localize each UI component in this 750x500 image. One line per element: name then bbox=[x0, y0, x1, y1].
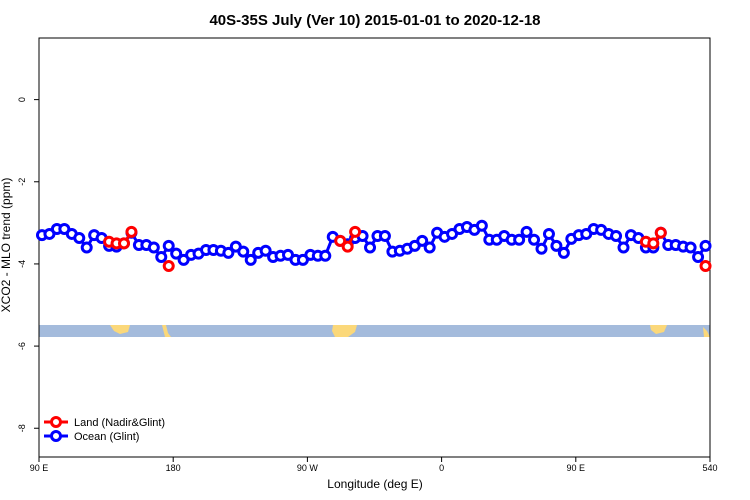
y-tick-label: -4 bbox=[17, 260, 27, 268]
y-tick-label: -2 bbox=[17, 178, 27, 186]
data-point bbox=[319, 249, 332, 262]
data-point bbox=[535, 242, 548, 255]
data-point bbox=[364, 241, 377, 254]
data-point bbox=[334, 234, 347, 247]
data-point bbox=[699, 239, 712, 252]
y-axis-label: XCO2 - MLO trend (ppm) bbox=[0, 178, 13, 313]
data-point bbox=[550, 239, 563, 252]
map-strip bbox=[39, 325, 710, 337]
data-point bbox=[170, 247, 183, 260]
legend-label: Land (Nadir&Glint) bbox=[74, 417, 165, 429]
data-point bbox=[117, 237, 130, 250]
data-point bbox=[222, 246, 235, 259]
data-point bbox=[341, 240, 354, 253]
data-point bbox=[73, 232, 86, 245]
y-tick-label: -6 bbox=[17, 342, 27, 350]
data-point bbox=[237, 245, 250, 258]
data-point bbox=[684, 241, 697, 254]
data-point bbox=[475, 219, 488, 232]
data-point bbox=[244, 253, 257, 266]
data-point bbox=[162, 259, 175, 272]
data-point bbox=[162, 239, 175, 252]
data-point bbox=[528, 233, 541, 246]
data-point bbox=[378, 229, 391, 242]
data-point bbox=[617, 241, 630, 254]
data-point bbox=[349, 225, 362, 238]
x-tick-label: 180 bbox=[166, 463, 181, 473]
data-point bbox=[125, 225, 138, 238]
data-point bbox=[520, 225, 533, 238]
data-point bbox=[699, 259, 712, 272]
data-point bbox=[416, 234, 429, 247]
data-point bbox=[423, 241, 436, 254]
legend-label: Ocean (Glint) bbox=[74, 431, 139, 443]
x-tick-label: 90 E bbox=[30, 463, 49, 473]
data-point bbox=[647, 237, 660, 250]
data-point bbox=[513, 233, 526, 246]
legend-marker bbox=[50, 430, 62, 442]
data-point bbox=[542, 227, 555, 240]
data-point bbox=[80, 241, 93, 254]
data-point bbox=[692, 250, 705, 263]
y-tick-label: -8 bbox=[17, 424, 27, 432]
data-point bbox=[259, 244, 272, 257]
data-point bbox=[610, 229, 623, 242]
x-tick-label: 90 W bbox=[297, 463, 319, 473]
data-point bbox=[557, 246, 570, 259]
y-tick-label: 0 bbox=[17, 97, 27, 102]
x-axis-label: Longitude (deg E) bbox=[327, 477, 422, 491]
x-tick-label: 90 E bbox=[567, 463, 586, 473]
data-point bbox=[155, 250, 168, 263]
chart-title: 40S-35S July (Ver 10) 2015-01-01 to 2020… bbox=[209, 12, 540, 29]
legend-marker bbox=[50, 416, 62, 428]
data-point bbox=[654, 226, 667, 239]
data-point bbox=[147, 241, 160, 254]
x-tick-label: 540 bbox=[702, 463, 717, 473]
x-tick-label: 0 bbox=[439, 463, 444, 473]
